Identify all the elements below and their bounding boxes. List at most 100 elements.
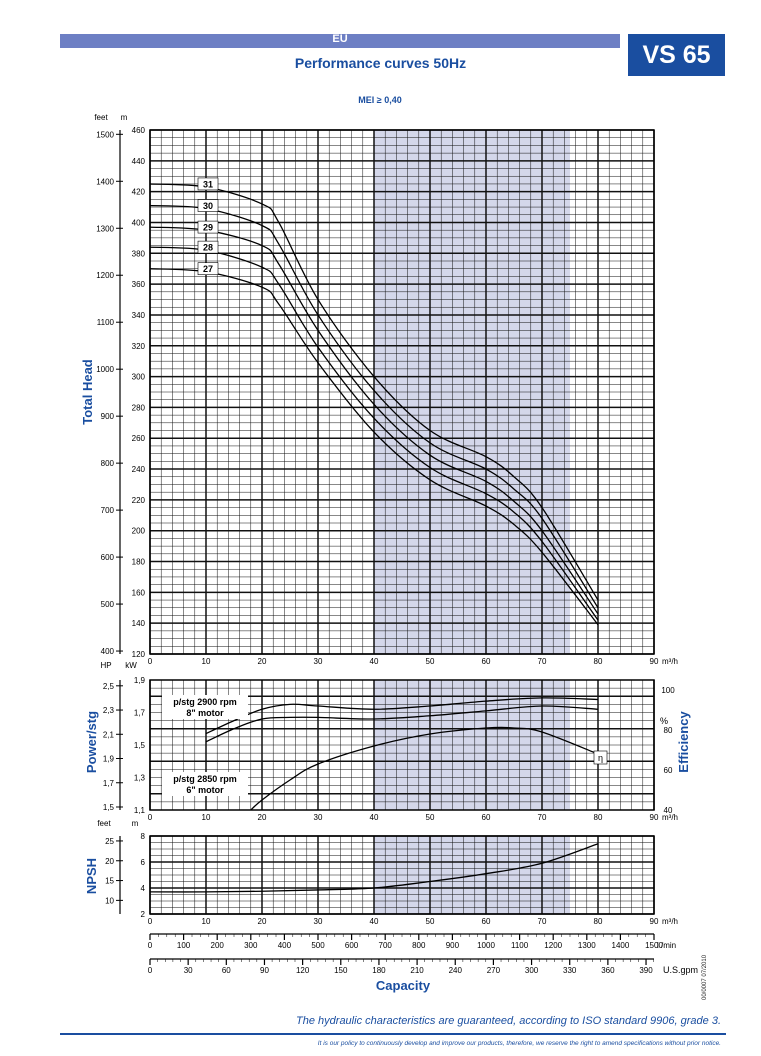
lmin-tick: 200 <box>211 941 225 950</box>
power-x-tick: 70 <box>538 813 547 822</box>
head-curve-29 <box>149 226 599 615</box>
gpm-tick: 60 <box>222 966 231 975</box>
head-feet-tick: 600 <box>101 553 115 562</box>
head-y-tick-m: 120 <box>132 650 146 659</box>
capacity-axes <box>149 933 655 965</box>
annotation-box-2850 <box>162 772 248 796</box>
power-kw-tick: 1,9 <box>134 676 146 685</box>
guarantee-note: The hydraulic characteristics are guaran… <box>296 1015 721 1027</box>
head-feet-tick: 1000 <box>96 365 114 374</box>
npsh-curve <box>149 843 599 893</box>
head-x-tick: 0 <box>148 657 153 666</box>
npsh-feet-tick: 10 <box>105 896 114 905</box>
head-y-tick-m: 360 <box>132 280 146 289</box>
stage-label-box <box>197 220 219 234</box>
lmin-tick: 100 <box>177 941 191 950</box>
lmin-tick: 600 <box>345 941 359 950</box>
head-curve-28 <box>149 246 599 621</box>
head-frame <box>149 129 655 655</box>
npsh-m-unit: m <box>132 819 139 828</box>
eta-box <box>593 750 608 765</box>
npsh-x-tick: 20 <box>258 917 267 926</box>
lmin-tick: 1300 <box>578 941 596 950</box>
performance-chart: MEI ≥ 0,40313029282712014016018020022024… <box>80 95 698 993</box>
npsh-m-tick: 8 <box>141 832 146 841</box>
power-x-tick: 60 <box>482 813 491 822</box>
head-y-tick-m: 260 <box>132 434 146 443</box>
power-curve-efficiency <box>250 726 599 811</box>
npsh-x-tick: 30 <box>314 917 323 926</box>
stage-label-29: 29 <box>203 223 213 233</box>
head-ylabel: Total Head <box>80 359 95 425</box>
power-hp-tick: 1,9 <box>103 755 115 764</box>
power-ylabel: Power/stg <box>84 711 99 773</box>
head-y-tick-m: 300 <box>132 373 146 382</box>
head-y-tick-m: 460 <box>132 126 146 135</box>
head-y-tick-m: 200 <box>132 527 146 536</box>
model-badge: VS 65 <box>628 34 725 76</box>
stage-label-box <box>197 199 219 212</box>
power-x-tick: 40 <box>370 813 379 822</box>
power-kw-tick: 1,7 <box>134 709 146 718</box>
gpm-tick: 150 <box>334 966 348 975</box>
head-x-tick: 80 <box>594 657 603 666</box>
head-feet-tick: 1200 <box>96 271 114 280</box>
policy-note: It is our policy to continuously develop… <box>317 1040 721 1047</box>
gpm-tick: 0 <box>148 966 153 975</box>
npsh-x-tick: 40 <box>370 917 379 926</box>
npsh-x-tick: 70 <box>538 917 547 926</box>
npsh-x-tick: 0 <box>148 917 153 926</box>
npsh-x-tick: 60 <box>482 917 491 926</box>
head-y-tick-m: 420 <box>132 188 146 197</box>
head-feet-tick: 1400 <box>96 177 114 186</box>
head-y-tick-m: 140 <box>132 619 146 628</box>
npsh-m-tick: 6 <box>141 858 146 867</box>
head-y-tick-m: 400 <box>132 218 146 227</box>
npsh-feet-tick: 20 <box>105 857 114 866</box>
power-x-tick: 30 <box>314 813 323 822</box>
lmin-tick: 900 <box>446 941 460 950</box>
stage-label-box <box>197 240 219 254</box>
page-title: Performance curves 50Hz <box>294 55 467 71</box>
npsh-panel <box>116 835 655 915</box>
stage-label-27: 27 <box>203 264 213 274</box>
gpm-tick: 330 <box>563 966 577 975</box>
footer-rule <box>60 1033 726 1035</box>
head-x-tick: 90 <box>650 657 659 666</box>
head-m-unit: m <box>121 113 128 122</box>
head-y-tick-m: 160 <box>132 588 146 597</box>
npsh-x-unit: m³/h <box>662 917 678 926</box>
npsh-m-tick: 4 <box>141 884 146 893</box>
gpm-tick: 390 <box>639 966 653 975</box>
head-panel: 31 30 29 28 27 <box>116 129 655 655</box>
annotation-box-2900 <box>162 695 248 719</box>
power-hp-tick: 2,1 <box>103 730 115 739</box>
power-hp-unit: HP <box>100 661 111 670</box>
npsh-m-tick: 2 <box>141 910 146 919</box>
head-curve-30 <box>149 204 599 609</box>
power-frame <box>149 679 655 811</box>
npsh-x-tick: 80 <box>594 917 603 926</box>
head-y-tick-m: 340 <box>132 311 146 320</box>
lmin-tick: 300 <box>244 941 258 950</box>
head-x-tick: 50 <box>426 657 435 666</box>
power-x-tick: 90 <box>650 813 659 822</box>
lmin-tick: 1500 <box>645 941 663 950</box>
stage-label-box <box>197 177 219 191</box>
power-hp-tick: 1,5 <box>103 803 115 812</box>
npsh-frame <box>149 835 655 915</box>
gpm-tick: 210 <box>410 966 424 975</box>
head-feet-tick: 800 <box>101 459 115 468</box>
npsh-x-tick: 90 <box>650 917 659 926</box>
lmin-tick: 1200 <box>544 941 562 950</box>
head-feet-tick: 1300 <box>96 224 114 233</box>
head-feet-tick: 700 <box>101 506 115 515</box>
lmin-tick: 500 <box>311 941 325 950</box>
head-x-tick: 20 <box>258 657 267 666</box>
gpm-tick: 30 <box>184 966 193 975</box>
head-curve-31 <box>149 183 599 601</box>
efficiency-tick: 40 <box>664 806 673 815</box>
annotation-6-motor: 6" motor <box>186 785 224 795</box>
capacity-xlabel: Capacity <box>376 978 431 993</box>
annotation-8-motor: 8" motor <box>186 708 224 718</box>
